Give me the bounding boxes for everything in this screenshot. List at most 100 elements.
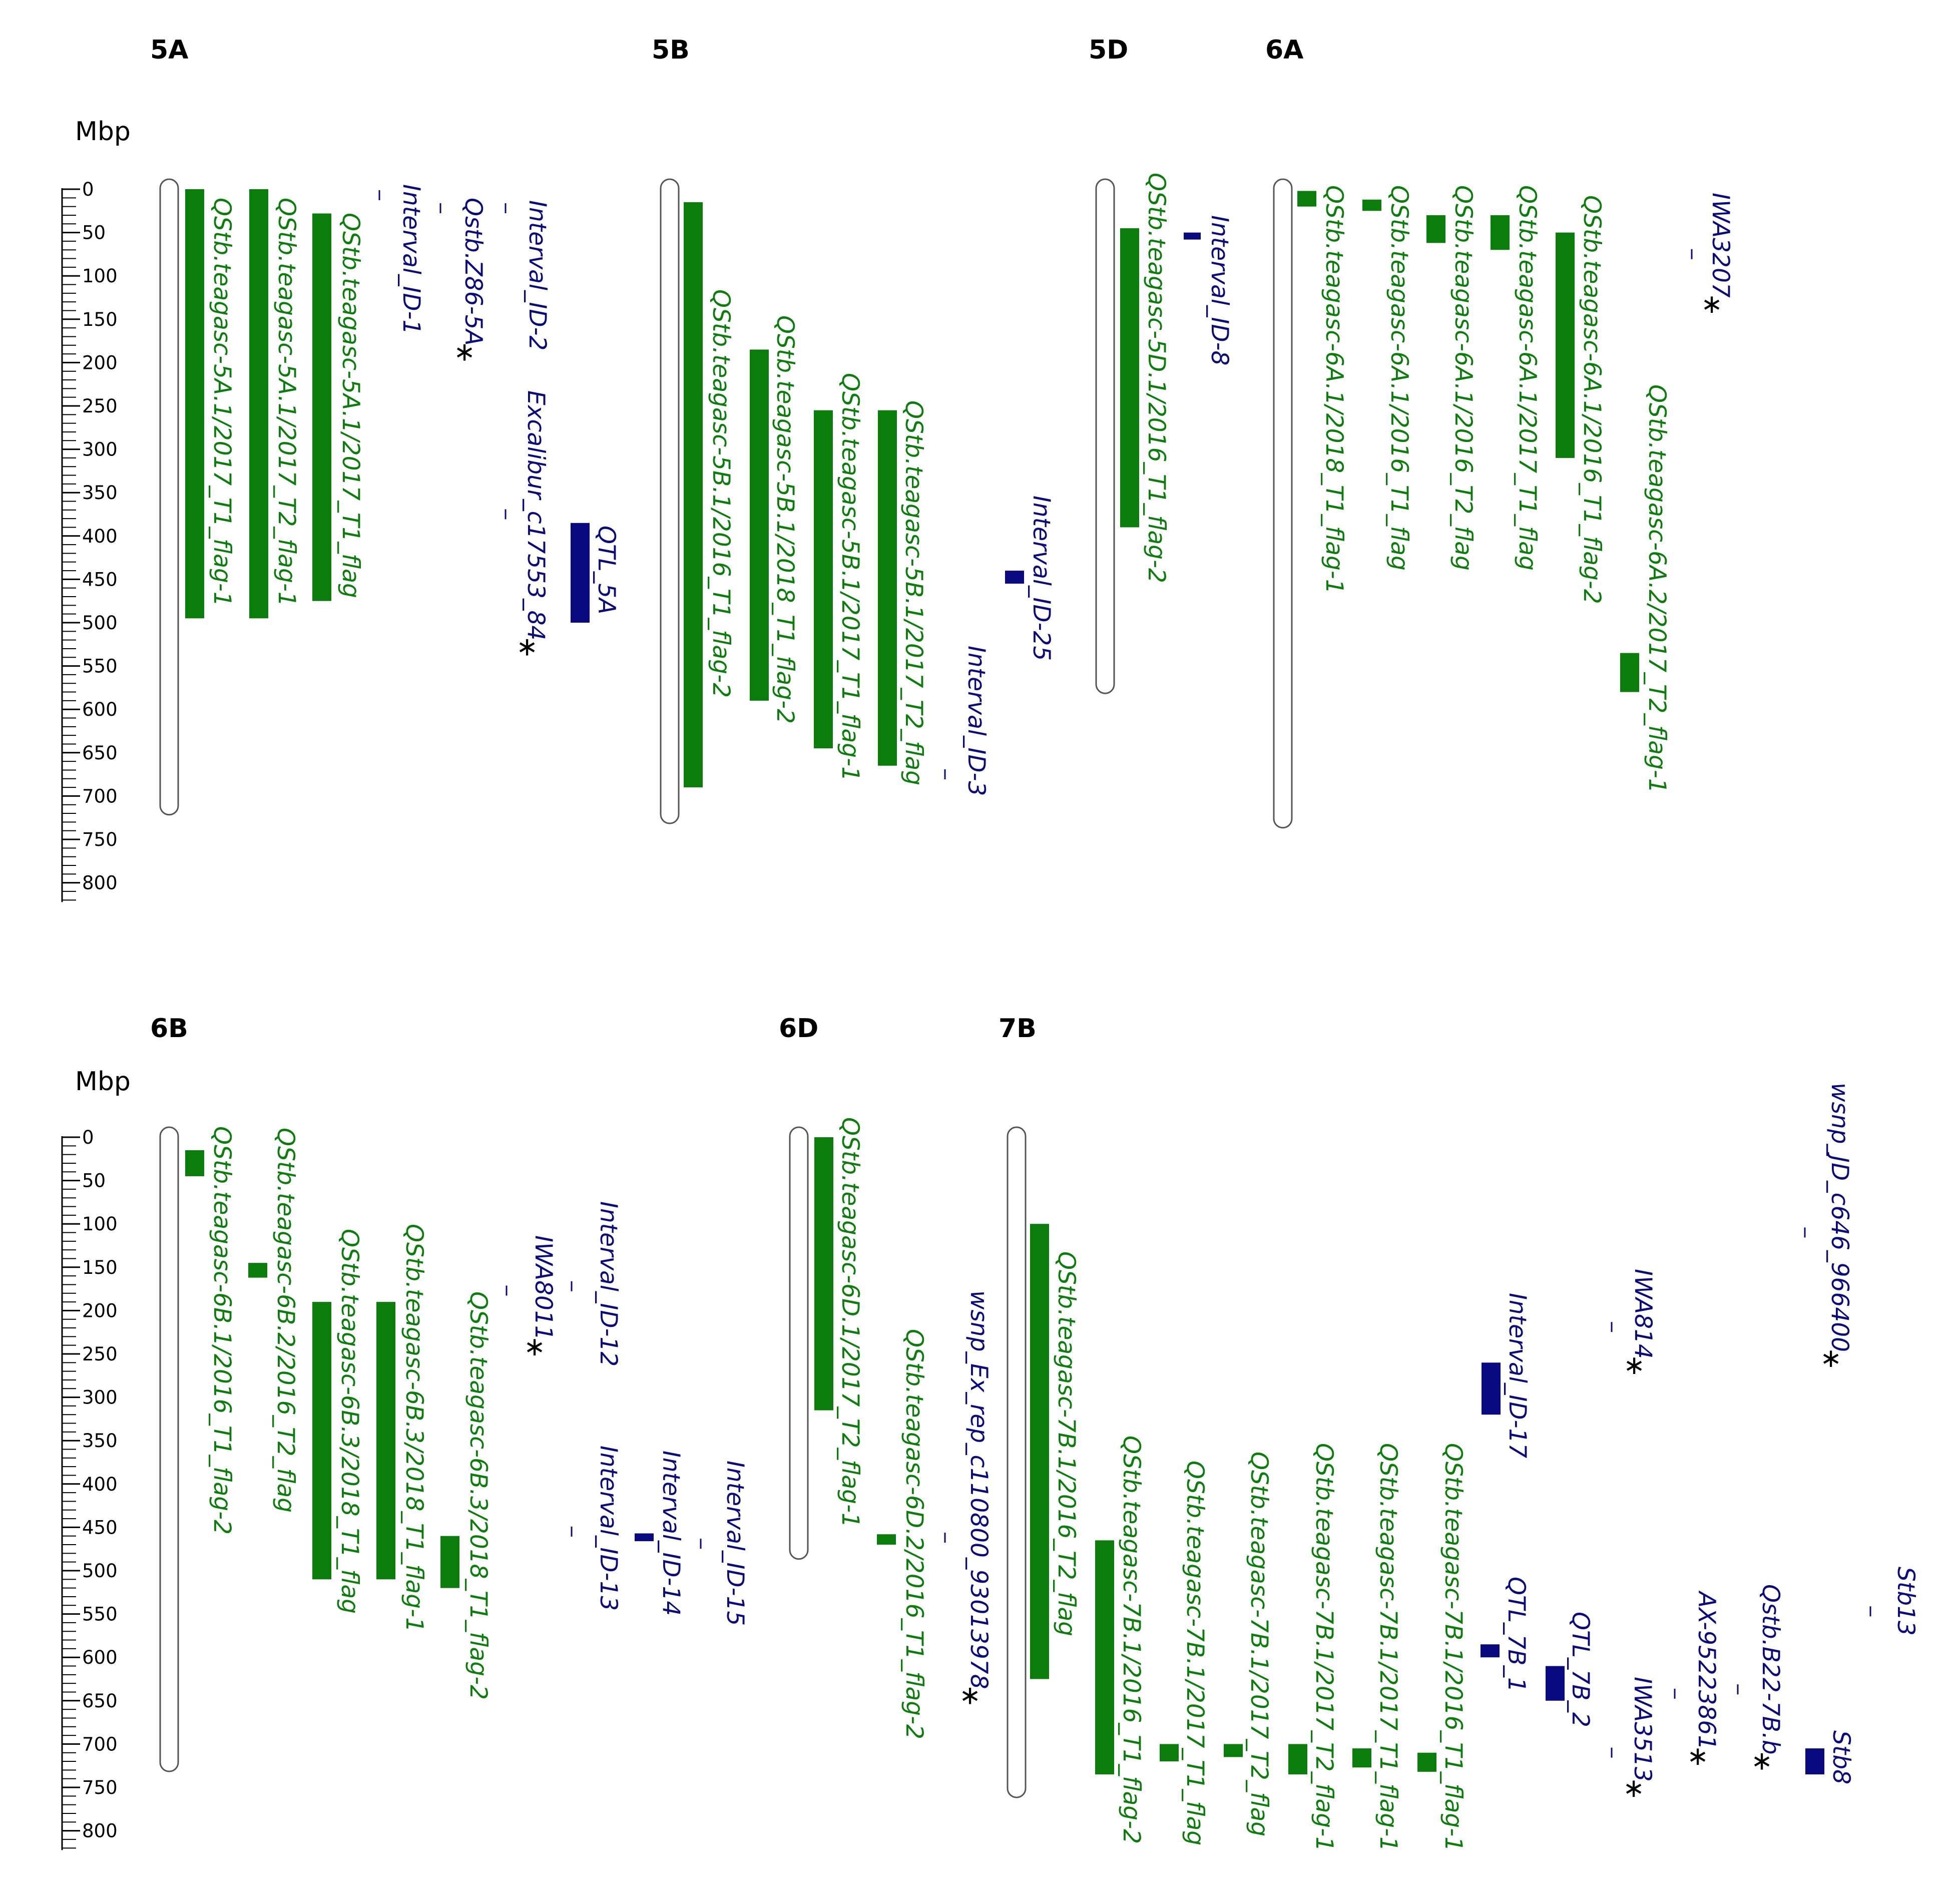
axis-tick-label: 150: [82, 1257, 118, 1278]
marker-feature: IWA3207∗: [1691, 193, 1734, 319]
feature-label: Interval_ID-8: [1206, 215, 1233, 365]
axis-tick-label: 100: [82, 265, 118, 287]
marker-feature: IWA814∗: [1611, 1269, 1657, 1380]
feature-label: Qstb.Z86-5A: [459, 198, 487, 346]
qtl-interval-bar: [814, 1137, 833, 1410]
feature-label: QStb.teagasc-7B.1/2017_T2_flag: [1245, 1452, 1273, 1836]
qtl-feature: QStb.teagasc-6A.1/2018_T1_flag-1: [1297, 185, 1348, 594]
qtl-interval-bar: [1556, 232, 1575, 458]
feature-label: QStb.teagasc-6B.2/2016_T2_flag: [272, 1128, 299, 1513]
feature-label: Interval_ID-25: [1028, 496, 1055, 661]
feature-label: QStb.teagasc-6B.3/2018_T1_flag: [336, 1229, 363, 1614]
marker-feature: Interval_ID-8: [1184, 215, 1233, 365]
qtl-interval-bar: [249, 189, 268, 619]
feature-label: QStb.teagasc-5D.1/2016_T1_flag-2: [1143, 173, 1170, 583]
marker-interval-bar: [1481, 1644, 1500, 1658]
chromosome-bar: [660, 178, 680, 824]
chromosome-5B: 5B: [652, 35, 690, 824]
qtl-feature: QStb.teagasc-7B.1/2016_T2_flag: [1030, 1224, 1080, 1679]
qtl-interval-bar: [248, 1263, 267, 1278]
marker-interval-bar: [571, 523, 590, 623]
axis-tick-label: 700: [82, 785, 118, 807]
feature-label: QStb.teagasc-7B.1/2017_T2_flag-1: [1310, 1443, 1338, 1851]
feature-label: QStb.teagasc-7B.1/2017_T1_flag-1: [1374, 1443, 1402, 1851]
qtl-feature: QStb.teagasc-6A.2/2017_T2_flag-1: [1620, 384, 1671, 793]
feature-label: Interval_ID-13: [595, 1446, 622, 1611]
qtl-feature: QStb.teagasc-5B.1/2017_T2_flag: [878, 400, 927, 785]
chromosome-title: 5B: [652, 35, 690, 65]
marker-feature: Qstb.Z86-5A∗: [439, 198, 487, 367]
qtl-feature: QStb.teagasc-6D.2/2016_T1_flag-2: [877, 1329, 928, 1739]
feature-label: QStb.teagasc-6B.3/2018_T1_flag-1: [400, 1224, 428, 1632]
feature-label: Interval_ID-3: [962, 646, 990, 796]
feature-label: Interval_ID-17: [1504, 1293, 1531, 1458]
asterisk-icon: ∗: [1751, 1746, 1773, 1776]
axis-tick-label: 400: [82, 1474, 118, 1495]
axis-tick-label: 650: [82, 1690, 118, 1712]
marker-feature: Interval_ID-3: [944, 646, 990, 796]
feature-label: QStb.teagasc-6A.1/2016_T1_flag: [1385, 185, 1413, 571]
marker-feature: wsnp_JD_c646_966400∗: [1804, 1083, 1853, 1373]
qtl-interval-bar: [1224, 1744, 1243, 1757]
qtl-feature: QStb.teagasc-5A.1/2017_T1_flag: [312, 213, 364, 601]
feature-label: QStb.teagasc-6B.3/2018_T1_flag-2: [464, 1291, 492, 1700]
axis-tick-label: 800: [82, 1820, 118, 1842]
marker-interval-bar: [1546, 1666, 1565, 1701]
qtl-feature: QStb.teagasc-7B.1/2017_T2_flag-1: [1288, 1443, 1338, 1851]
qtl-interval-bar: [1352, 1748, 1371, 1768]
marker-feature: IWA3513∗: [1611, 1677, 1656, 1803]
chromosome-title: 6B: [150, 1014, 188, 1044]
qtl-interval-bar: [750, 349, 769, 701]
feature-label: QStb.teagasc-5B.1/2018_T1_flag-2: [771, 315, 799, 724]
qtl-feature: QStb.teagasc-6B.2/2016_T2_flag: [248, 1128, 299, 1513]
qtl-feature: QStb.teagasc-6B.3/2018_T1_flag-1: [376, 1224, 428, 1632]
axis-tick-label: 800: [82, 872, 118, 894]
qtl-interval-bar: [1620, 653, 1639, 692]
qtl-interval-bar: [1120, 228, 1139, 528]
axis-tick-label: 100: [82, 1213, 118, 1235]
qtl-feature: QStb.teagasc-5A.1/2017_T2_flag-1: [249, 189, 300, 619]
feature-label: QStb.teagasc-7B.1/2016_T1_flag-1: [1439, 1443, 1467, 1851]
feature-label: QStb.teagasc-6A.1/2018_T1_flag-1: [1320, 185, 1348, 594]
axis-tick-label: 650: [82, 742, 118, 764]
qtl-feature: QStb.teagasc-5B.1/2017_T1_flag-1: [814, 373, 864, 781]
qtl-feature: QStb.teagasc-6B.3/2018_T1_flag-2: [440, 1291, 492, 1700]
feature-label: QStb.teagasc-5B.1/2017_T1_flag-1: [836, 373, 864, 781]
qtl-feature: QStb.teagasc-6D.1/2017_T2_flag-1: [814, 1117, 864, 1528]
qtl-feature: QStb.teagasc-7B.1/2017_T1_flag: [1160, 1461, 1209, 1845]
axis-tick-label: 0: [82, 1127, 94, 1148]
qtl-feature: QStb.teagasc-6A.1/2016_T2_flag: [1426, 185, 1477, 571]
feature-label: QTL_7B_1: [1503, 1577, 1530, 1692]
chromosome-6D: 6D: [779, 1014, 818, 1560]
qtl-interval-bar: [185, 1150, 204, 1176]
qtl-interval-bar: [185, 189, 204, 619]
asterisk-icon: ∗: [516, 632, 538, 662]
feature-label: QStb.teagasc-6D.1/2017_T2_flag-1: [836, 1117, 864, 1528]
qtl-interval-bar: [312, 213, 331, 601]
marker-feature: QTL_7B_1: [1481, 1577, 1530, 1692]
axis-tick-label: 150: [82, 309, 118, 330]
marker-interval-bar: [1184, 232, 1201, 240]
qtl-feature: QStb.teagasc-7B.1/2016_T1_flag-1: [1417, 1443, 1467, 1851]
marker-interval-bar: [1805, 1748, 1824, 1775]
qtl-interval-bar: [1426, 215, 1445, 243]
axis-tick-label: 400: [82, 526, 118, 547]
feature-label: QStb.teagasc-6B.1/2016_T1_flag-2: [208, 1126, 236, 1535]
qtl-feature: QStb.teagasc-6B.1/2016_T1_flag-2: [185, 1126, 236, 1535]
marker-feature: Interval_ID-17: [1482, 1293, 1531, 1458]
axis-tick-label: 200: [82, 1300, 118, 1321]
qtl-interval-bar: [440, 1536, 459, 1588]
feature-label: Qstb.B22-7B.b: [1757, 1584, 1784, 1755]
axis-unit-label: Mbp: [75, 1067, 131, 1097]
qtl-feature: QStb.teagasc-7B.1/2017_T1_flag-1: [1352, 1443, 1402, 1851]
feature-label: QStb.teagasc-6A.1/2017_T1_flag: [1514, 185, 1541, 571]
feature-label: QStb.teagasc-5A.1/2017_T2_flag-1: [273, 198, 300, 607]
chromosome-title: 7B: [999, 1014, 1037, 1044]
marker-feature: Qstb.B22-7B.b∗: [1737, 1584, 1784, 1776]
axis-tick-label: 250: [82, 1343, 118, 1365]
asterisk-icon: ∗: [1623, 1773, 1645, 1803]
axis-tick-label: 500: [82, 1560, 118, 1582]
axis-tick-label: 350: [82, 482, 118, 504]
axis-tick-label: 500: [82, 612, 118, 634]
chromosome-bar: [1273, 178, 1293, 829]
